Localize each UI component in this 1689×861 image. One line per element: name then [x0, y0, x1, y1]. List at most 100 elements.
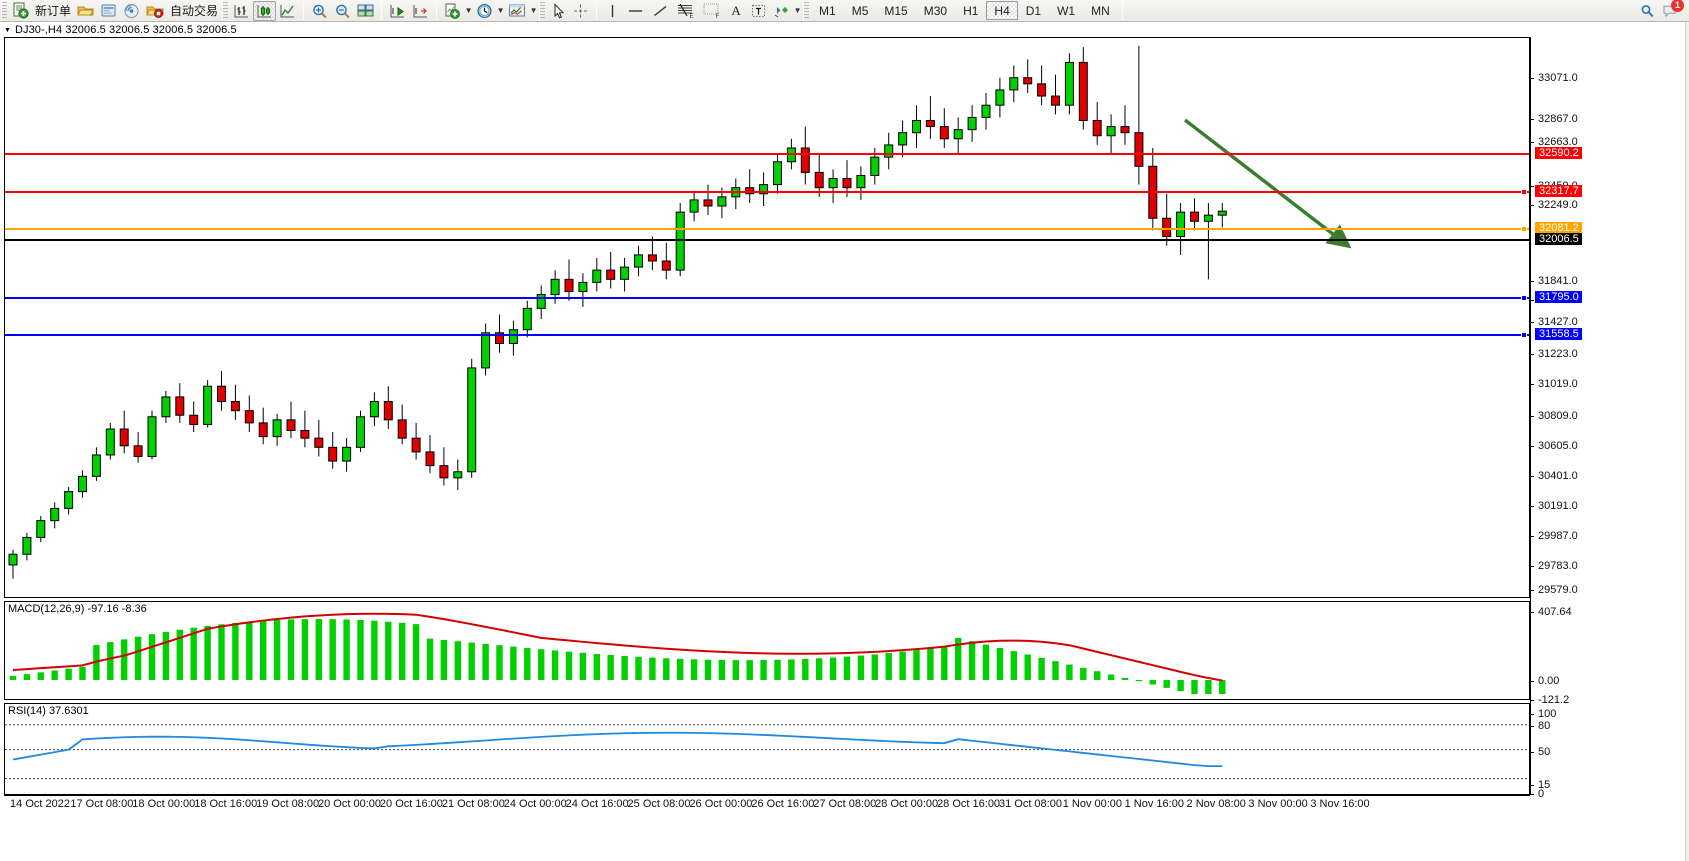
trend-arrow-line[interactable]	[1183, 118, 1352, 249]
chat-badge: 1	[1671, 0, 1684, 12]
macd-histogram-bar	[857, 655, 865, 680]
candle-body	[828, 178, 838, 189]
signals-icon[interactable]	[120, 1, 143, 21]
chart-shift-icon[interactable]	[386, 1, 409, 21]
timeframe-m5[interactable]: M5	[851, 3, 869, 18]
price-tick: 30605.0	[1531, 440, 1578, 452]
chart-menu-caret-icon[interactable]: ▼	[4, 26, 11, 34]
macd-histogram-bar	[746, 660, 753, 680]
candle-body	[620, 266, 630, 280]
bar-chart-icon[interactable]	[230, 1, 253, 21]
templates-icon[interactable]	[505, 1, 529, 21]
down-trend-arrow[interactable]	[5, 38, 1529, 597]
macd-histogram-bar	[955, 637, 962, 680]
macd-histogram-bar	[148, 634, 156, 680]
timeframe-d1[interactable]: D1	[1025, 3, 1042, 18]
templates-dropdown-icon[interactable]: ▼	[529, 6, 538, 15]
macd-histogram-bar	[412, 624, 420, 680]
candle-body	[953, 129, 963, 140]
tile-windows-icon[interactable]	[354, 1, 377, 21]
timeframe-h1[interactable]: H1	[963, 3, 979, 18]
toolbar-separator	[303, 1, 305, 20]
timeframe-mn[interactable]: MN	[1091, 3, 1110, 18]
time-tick: 2 Nov 08:00	[1186, 798, 1246, 810]
candle-body	[1120, 126, 1130, 134]
macd-histogram-bar	[829, 657, 837, 680]
data-window-icon[interactable]	[97, 1, 120, 21]
price-tick: 31019.0	[1531, 378, 1578, 390]
price-label-resistance-1: 32590.2	[1535, 147, 1582, 159]
candlestick-chart-icon[interactable]	[253, 0, 277, 21]
time-axis[interactable]: 14 Oct 2022 17 Oct 08:00 18 Oct 00:00 18 Oc…	[4, 795, 1530, 813]
vertical-scrollbar[interactable]	[1685, 22, 1689, 861]
macd-histogram-bar	[1219, 680, 1226, 694]
auto-trading-label[interactable]: 自动交易	[170, 4, 219, 18]
level-anchor-handle[interactable]	[1521, 295, 1527, 301]
candle-body	[203, 385, 213, 425]
price-chart-panel[interactable]	[4, 37, 1530, 598]
time-tick: 26 Oct 00:00	[689, 798, 753, 810]
timeframe-h4[interactable]: H4	[986, 1, 1018, 20]
folder-icon[interactable]	[74, 1, 97, 21]
auto-scroll-icon[interactable]	[409, 1, 432, 21]
toolbar-grip[interactable]	[1, 1, 7, 20]
fibo-fan-icon[interactable]: F	[699, 1, 725, 21]
macd-histogram-bar	[565, 651, 573, 680]
new-order-icon[interactable]	[9, 1, 32, 21]
macd-histogram-bar	[329, 619, 336, 680]
toolbar-grip-2[interactable]	[222, 1, 229, 20]
candle-body	[1051, 95, 1060, 106]
horizontal-line-icon[interactable]	[623, 1, 648, 21]
candle-body	[1203, 214, 1213, 222]
candle-body	[606, 269, 616, 280]
shapes-icon[interactable]	[770, 1, 793, 21]
line-chart-icon[interactable]	[276, 1, 299, 21]
candle-body	[356, 416, 365, 448]
rsi-axis-tick: 80	[1531, 720, 1550, 732]
trendline-icon[interactable]	[648, 1, 673, 21]
svg-text:F: F	[716, 14, 720, 19]
candle-body	[161, 396, 171, 418]
candle-body	[1037, 83, 1047, 97]
candle-body	[800, 147, 810, 173]
timeframe-w1[interactable]: W1	[1057, 3, 1076, 18]
new-order-label[interactable]: 新订单	[35, 4, 72, 18]
chat-icon[interactable]: 1	[1659, 0, 1684, 21]
timeframe-m30[interactable]: M30	[923, 3, 948, 18]
zoom-out-icon[interactable]	[331, 1, 354, 21]
macd-histogram-bar	[1094, 671, 1101, 680]
period-icon[interactable]	[473, 1, 496, 21]
search-icon[interactable]	[1636, 1, 1659, 21]
candle-body	[411, 437, 421, 453]
macd-histogram-bar	[287, 619, 295, 680]
timeframe-m15[interactable]: M15	[884, 3, 908, 18]
macd-histogram-bar	[371, 620, 378, 680]
add-indicator-dropdown-icon[interactable]: ▼	[464, 6, 473, 15]
level-anchor-handle[interactable]	[1521, 332, 1527, 338]
add-indicator-icon[interactable]	[441, 1, 464, 21]
fibonacci-icon[interactable]: E	[673, 1, 699, 21]
timeframe-m1[interactable]: M1	[819, 3, 836, 18]
text-label-icon[interactable]	[747, 1, 770, 21]
zoom-in-icon[interactable]	[308, 1, 331, 21]
text-icon[interactable]: A	[725, 1, 747, 21]
toolbar-grip-3[interactable]	[539, 1, 546, 20]
period-dropdown-icon[interactable]: ▼	[496, 6, 505, 15]
price-tick: 30191.0	[1531, 500, 1578, 512]
price-axis[interactable]: 33071.032867.032663.032459.032249.031841…	[1530, 37, 1685, 800]
cursor-icon[interactable]	[547, 1, 569, 21]
macd-histogram-bar	[621, 655, 628, 680]
price-tick: 29987.0	[1531, 530, 1578, 542]
auto-trading-icon[interactable]	[143, 1, 167, 21]
macd-panel[interactable]: MACD(12,26,9) -97.16 -8.36	[4, 601, 1530, 700]
crosshair-icon[interactable]	[569, 1, 592, 21]
level-anchor-handle[interactable]	[1521, 226, 1527, 232]
rsi-panel[interactable]: RSI(14) 37.6301	[4, 703, 1530, 795]
price-label-resistance-2: 32317.7	[1535, 185, 1582, 197]
level-anchor-handle[interactable]	[1521, 189, 1527, 195]
time-tick: 24 Oct 00:00	[503, 798, 567, 810]
vertical-line-icon[interactable]	[601, 1, 623, 21]
shapes-dropdown-icon[interactable]: ▼	[793, 6, 802, 15]
macd-histogram-bar	[579, 652, 587, 680]
toolbar-grip-4[interactable]	[803, 1, 810, 20]
